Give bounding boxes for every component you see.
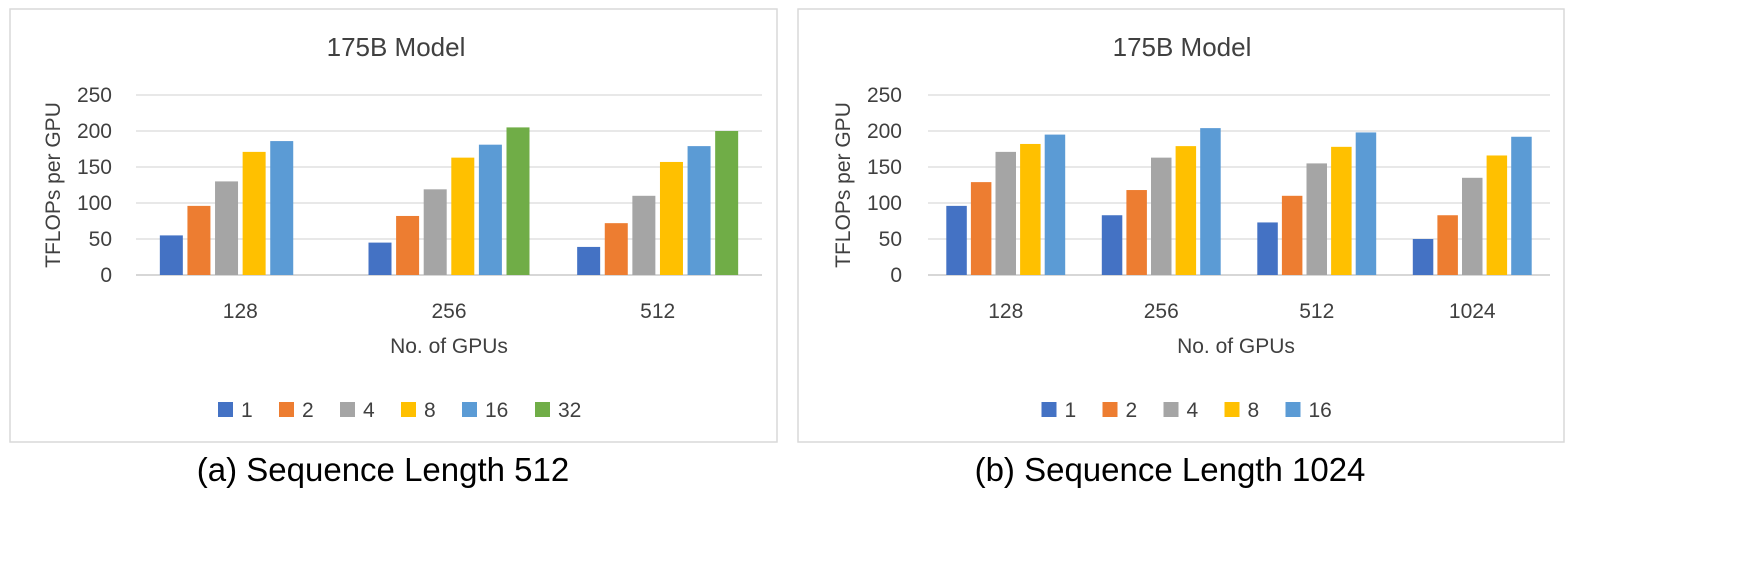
bar-series-32-512	[715, 131, 739, 275]
bar-series-4-128	[995, 151, 1016, 275]
bar-series-4-128	[215, 181, 239, 275]
legend-swatch-16	[1285, 402, 1301, 417]
bar-series-16-512	[1355, 132, 1377, 275]
bar-series-2-512	[1281, 195, 1303, 275]
bar-series-1-128	[946, 205, 967, 275]
chart-title: 175B Model	[1113, 32, 1252, 62]
x-tick-label: 512	[1299, 300, 1334, 323]
legend-label-2: 2	[1126, 399, 1138, 422]
legend-swatch-16	[462, 402, 477, 417]
legend-swatch-4	[340, 402, 355, 417]
bar-series-1-1024	[1412, 239, 1434, 275]
x-tick-label: 512	[640, 300, 675, 323]
bar-series-16-1024	[1511, 136, 1532, 275]
bar-series-1-128	[159, 235, 183, 275]
legend-swatch-8	[401, 402, 416, 417]
y-tick-label: 50	[879, 228, 902, 251]
y-tick-label: 50	[89, 228, 112, 251]
y-tick-label: 200	[867, 120, 902, 143]
caption: (b) Sequence Length 1024	[975, 451, 1366, 488]
bar-series-8-256	[451, 157, 475, 275]
legend-label-1: 1	[1065, 399, 1077, 422]
bar-series-4-256	[423, 189, 447, 275]
legend-label-32: 32	[558, 399, 581, 422]
y-axis-label: TFLOPs per GPU	[832, 102, 855, 268]
bar-series-4-256	[1151, 157, 1172, 275]
legend-swatch-4	[1163, 402, 1179, 417]
chart-panel-a: 175B Model TFLOPs per GPU No. of GPUs 0 5…	[9, 8, 778, 488]
bar-series-4-1024	[1462, 177, 1483, 275]
chart-title: 175B Model	[327, 32, 466, 62]
bar-series-4-512	[632, 195, 656, 275]
bar-series-16-128	[1044, 134, 1066, 275]
x-tick-label: 1024	[1449, 300, 1496, 323]
legend-swatch-2	[1102, 402, 1118, 417]
x-axis-label: No. of GPUs	[390, 335, 508, 358]
bar-series-32-256	[506, 127, 530, 276]
legend-swatch-8	[1224, 402, 1240, 417]
x-tick-label: 256	[1144, 300, 1179, 323]
legend-label-4: 4	[1187, 399, 1199, 422]
bar-series-16-256	[1200, 128, 1221, 275]
bar-series-1-256	[368, 242, 392, 275]
y-tick-label: 100	[77, 192, 112, 215]
legend-swatch-1	[1041, 402, 1057, 417]
bar-series-8-1024	[1486, 155, 1508, 275]
bar-series-8-128	[242, 151, 266, 275]
legend-label-8: 8	[1248, 399, 1260, 422]
bar-series-16-512	[687, 146, 711, 275]
caption: (a) Sequence Length 512	[197, 451, 569, 488]
x-tick-label: 128	[223, 300, 258, 323]
bar-series-16-256	[478, 144, 502, 275]
chart-panel-b: 175B Model TFLOPs per GPU No. of GPUs 0 5…	[797, 8, 1565, 488]
legend-swatch-1	[218, 402, 233, 417]
y-tick-label: 100	[867, 192, 902, 215]
bar-series-2-512	[604, 223, 628, 275]
y-tick-label: 0	[100, 264, 112, 287]
y-tick-label: 200	[77, 120, 112, 143]
legend-label-1: 1	[241, 399, 253, 422]
legend-swatch-2	[279, 402, 294, 417]
y-tick-label: 0	[890, 264, 902, 287]
legend-label-16: 16	[1309, 399, 1332, 422]
y-tick-label: 150	[867, 156, 902, 179]
bar-series-2-1024	[1437, 215, 1458, 275]
bar-series-2-256	[396, 215, 420, 275]
bar-series-8-256	[1175, 146, 1197, 275]
legend-label-16: 16	[485, 399, 508, 422]
legend-label-4: 4	[363, 399, 375, 422]
legend-label-8: 8	[424, 399, 436, 422]
legend-label-2: 2	[302, 399, 314, 422]
bar-series-4-512	[1306, 163, 1327, 275]
legend-swatch-32	[535, 402, 550, 417]
bar-series-1-512	[577, 246, 601, 275]
x-tick-label: 256	[431, 300, 466, 323]
bar-series-2-128	[187, 205, 211, 275]
y-tick-label: 250	[77, 84, 112, 107]
y-axis-label: TFLOPs per GPU	[42, 102, 65, 268]
y-tick-label: 250	[867, 84, 902, 107]
bar-series-16-128	[270, 141, 294, 275]
bar-series-8-512	[1331, 146, 1352, 275]
x-axis-label: No. of GPUs	[1177, 335, 1295, 358]
bar-series-1-256	[1101, 215, 1123, 275]
bar-series-1-512	[1257, 222, 1278, 275]
y-tick-label: 150	[77, 156, 112, 179]
bar-series-8-512	[659, 161, 683, 275]
bar-series-2-256	[1126, 190, 1147, 275]
bar-series-2-128	[970, 182, 992, 275]
bar-series-8-128	[1020, 143, 1041, 275]
x-tick-label: 128	[988, 300, 1023, 323]
